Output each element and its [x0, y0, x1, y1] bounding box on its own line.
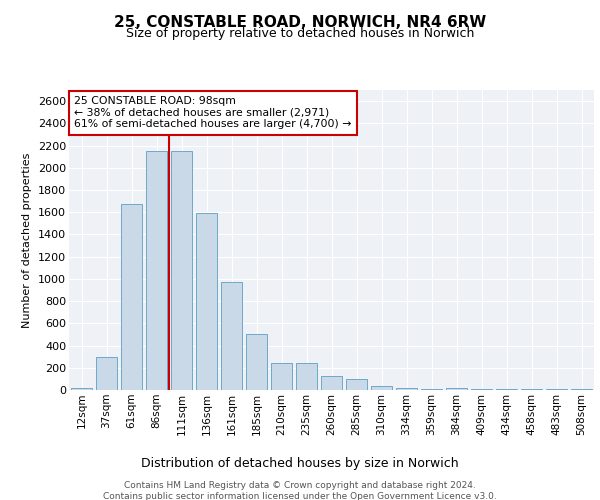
Bar	[146, 151, 167, 390]
Text: Size of property relative to detached houses in Norwich: Size of property relative to detached ho…	[126, 28, 474, 40]
Bar	[446, 388, 467, 390]
Y-axis label: Number of detached properties: Number of detached properties	[22, 152, 32, 328]
Bar	[196, 213, 217, 390]
Text: 25, CONSTABLE ROAD, NORWICH, NR4 6RW: 25, CONSTABLE ROAD, NORWICH, NR4 6RW	[114, 15, 486, 30]
Text: 25 CONSTABLE ROAD: 98sqm
← 38% of detached houses are smaller (2,971)
61% of sem: 25 CONSTABLE ROAD: 98sqm ← 38% of detach…	[74, 96, 352, 129]
Bar	[96, 356, 117, 390]
Bar	[171, 151, 192, 390]
Bar	[571, 389, 592, 390]
Text: Contains HM Land Registry data © Crown copyright and database right 2024.: Contains HM Land Registry data © Crown c…	[124, 481, 476, 490]
Text: Distribution of detached houses by size in Norwich: Distribution of detached houses by size …	[141, 458, 459, 470]
Bar	[346, 379, 367, 390]
Bar	[296, 363, 317, 390]
Bar	[371, 386, 392, 390]
Bar	[71, 388, 92, 390]
Text: Contains public sector information licensed under the Open Government Licence v3: Contains public sector information licen…	[103, 492, 497, 500]
Bar	[221, 282, 242, 390]
Bar	[496, 388, 517, 390]
Bar	[321, 376, 342, 390]
Bar	[121, 204, 142, 390]
Bar	[271, 363, 292, 390]
Bar	[396, 388, 417, 390]
Bar	[246, 334, 267, 390]
